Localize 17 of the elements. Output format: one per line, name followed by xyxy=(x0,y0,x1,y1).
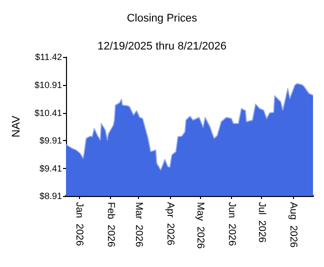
y-tick-label: $11.42 xyxy=(35,52,62,62)
x-tick-label: Jan 2026 xyxy=(74,202,85,246)
y-tick-label: $10.91 xyxy=(34,80,62,90)
y-tick-label: $9.41 xyxy=(39,163,62,174)
x-tick-label: May 2026 xyxy=(194,202,206,250)
chart-title: Closing Prices xyxy=(126,12,198,24)
x-tick-label: Jul 2026 xyxy=(256,202,268,244)
x-tick-label: Apr 2026 xyxy=(164,202,176,246)
x-tick-label: Mar 2026 xyxy=(133,202,144,248)
chart-subtitle: 12/19/2025 thru 8/21/2026 xyxy=(97,40,227,52)
x-tick-label: Feb 2026 xyxy=(104,202,116,248)
x-tick-label: Jun 2026 xyxy=(226,202,237,246)
y-tick-label: $10.41 xyxy=(34,108,62,118)
y-tick-label: $9.91 xyxy=(39,136,62,146)
y-axis-title: NAV xyxy=(10,114,22,138)
x-tick-label: Aug 2026 xyxy=(287,202,298,248)
y-tick-label: $8.91 xyxy=(39,191,62,201)
